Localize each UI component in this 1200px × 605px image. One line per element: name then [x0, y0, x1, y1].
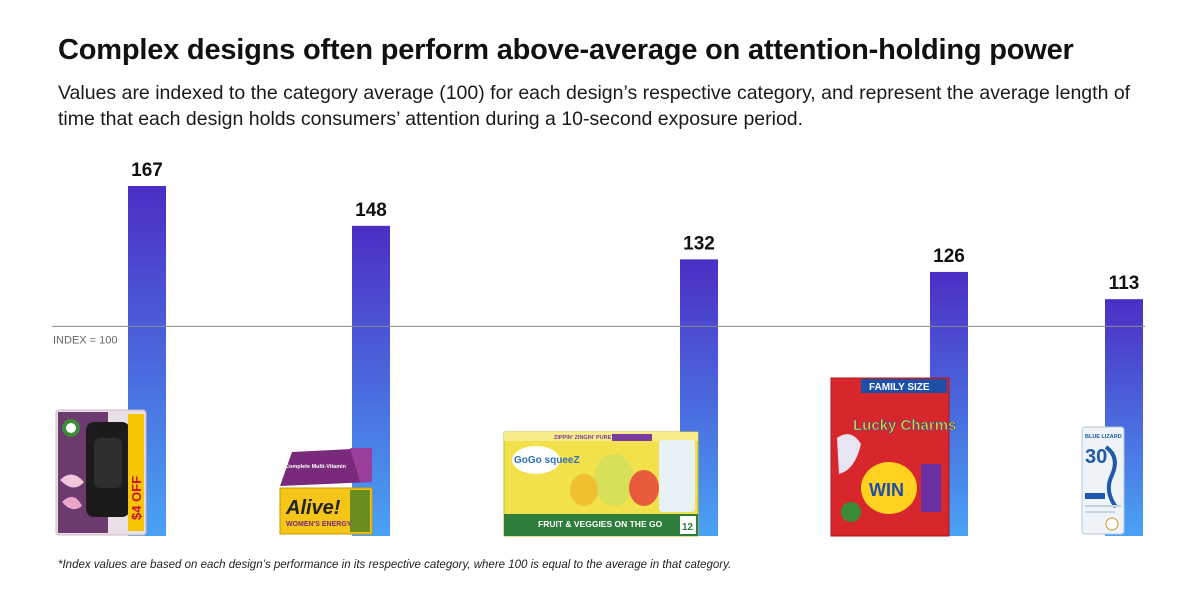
product-image-vitamin-box: Complete Multi-Vitamin Alive! WOMEN'S EN…	[279, 448, 373, 535]
product-image-cereal-top-text: FAMILY SIZE	[869, 382, 930, 393]
product-image-vitamin-top-text: Complete Multi-Vitamin	[285, 464, 347, 470]
bar-value-label-5: 113	[1109, 273, 1140, 294]
product-image-air-freshener-text: $4 OFF	[129, 476, 144, 520]
product-image-vitamin-text: Alive!	[285, 497, 341, 519]
product-image-air-freshener: $4 OFF	[55, 409, 147, 536]
product-image-vitamin-subtext: WOMEN'S ENERGY	[286, 521, 352, 528]
bar-2	[352, 225, 390, 536]
product-image-applesauce-top-text: ZIPPIN' ZINGIN' PURE	[554, 435, 612, 441]
footnote: *Index values are based on each design’s…	[58, 559, 732, 571]
product-image-applesauce-badge: 12	[682, 522, 694, 533]
bar-value-label-4: 126	[933, 246, 965, 267]
product-image-applesauce-text: GoGo squeeZ	[514, 455, 580, 466]
chart-subtitle: Values are indexed to the category avera…	[58, 82, 1131, 130]
bar-value-label-2: 148	[355, 200, 387, 221]
product-image-applesauce-box: ZIPPIN' ZINGIN' PURE GoGo squeeZ FRUIT &…	[503, 431, 699, 537]
product-image-sunscreen-text: BLUE LIZARD	[1085, 434, 1122, 440]
product-image-sunscreen-subtext: 30	[1085, 446, 1107, 468]
bar-value-label-1: 167	[131, 160, 163, 181]
product-image-applesauce-subtext: FRUIT & VEGGIES ON THE GO	[538, 519, 663, 529]
index-reference-label: INDEX = 100	[53, 334, 118, 346]
product-image-cereal-text: Lucky Charms	[853, 417, 956, 434]
product-image-cereal-subtext: WIN	[869, 480, 904, 500]
product-image-cereal-box: FAMILY SIZE Lucky Charms WIN	[830, 377, 957, 537]
reference-layer: INDEX = 100	[52, 325, 1145, 346]
bar-value-label-3: 132	[683, 233, 715, 254]
product-image-sunscreen-bottle: BLUE LIZARD 30	[1081, 426, 1125, 535]
chart-title: Complex designs often perform above-aver…	[58, 34, 1074, 66]
